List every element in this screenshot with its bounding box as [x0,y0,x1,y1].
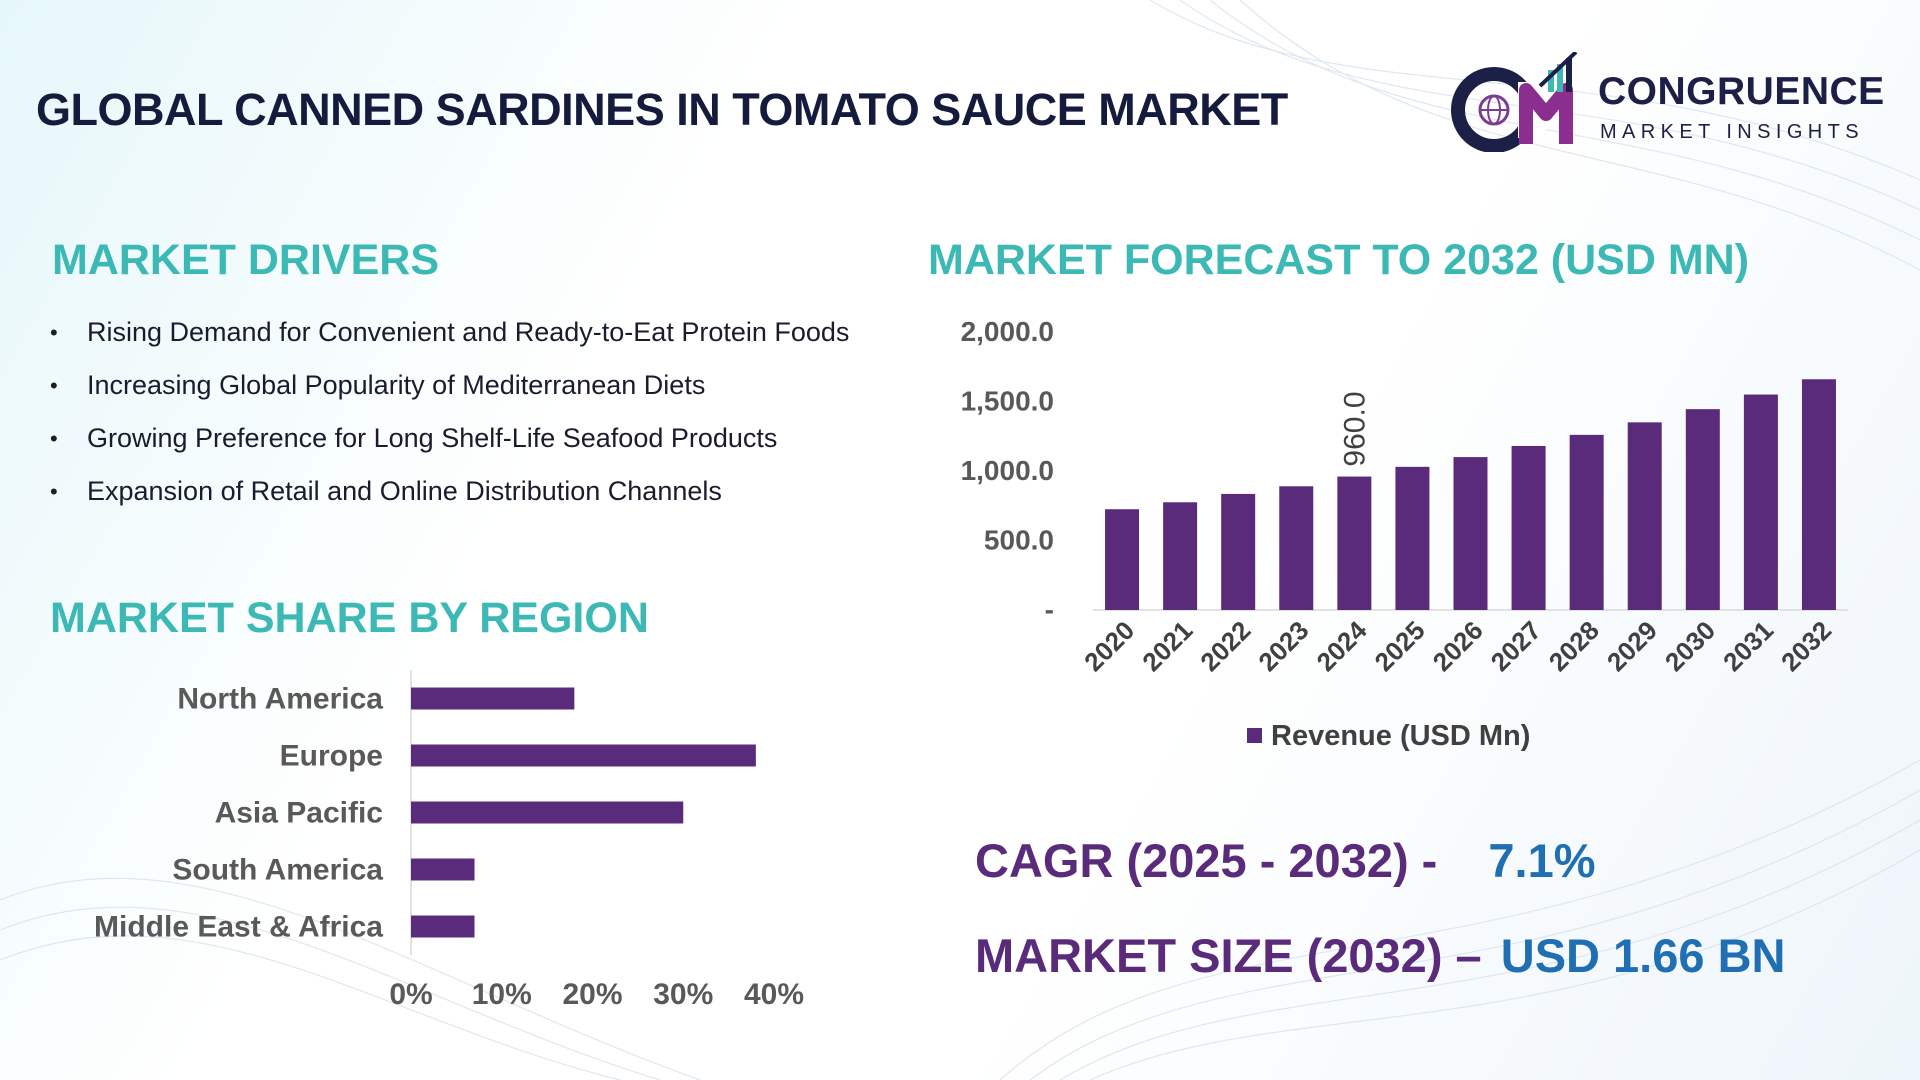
x-tick-label: 2021 [1136,615,1198,677]
market-size-kpi: MARKET SIZE (2032) – USD 1.66 BN [975,928,1785,983]
legend-label: Revenue (USD Mn) [1271,720,1530,752]
forecast-bar [1221,493,1256,610]
x-tick-label: 2025 [1369,615,1431,677]
forecast-bar [1395,466,1430,610]
x-tick-label: 0% [389,978,432,1011]
brand-logo [1451,52,1578,152]
y-tick-label: 2,000.0 [961,316,1054,347]
driver-item: Expansion of Retail and Online Distribut… [48,465,898,518]
forecast-bar [1453,457,1488,610]
region-bar [411,915,475,938]
x-tick-label: 2027 [1485,615,1547,677]
x-tick-label: 30% [653,978,713,1011]
data-label: 960.0 [1338,391,1371,466]
drivers-list: Rising Demand for Convenient and Ready-t… [48,306,898,518]
category-label: Middle East & Africa [94,911,383,944]
x-tick-label: 2031 [1717,615,1779,677]
forecast-bar [1511,445,1546,610]
category-label: Europe [280,740,383,773]
driver-item: Rising Demand for Convenient and Ready-t… [48,306,898,359]
forecast-bar [1801,379,1836,610]
cagr-label: CAGR (2025 - 2032) - [975,834,1438,887]
forecast-heading: MARKET FORECAST TO 2032 (USD MN) [928,236,1750,284]
drivers-heading: MARKET DRIVERS [52,236,440,284]
forecast-bar [1627,422,1662,610]
x-tick-label: 10% [472,978,532,1011]
region-bar [411,801,684,824]
forecast-bar [1279,486,1314,610]
x-tick-label: 2026 [1427,615,1489,677]
region-bar [411,858,475,881]
region-bar [411,744,756,767]
x-tick-label: 2030 [1659,615,1721,677]
forecast-bar [1685,409,1720,610]
category-label: South America [172,854,383,887]
x-tick-label: 20% [562,978,622,1011]
x-tick-label: 2029 [1601,615,1663,677]
forecast-bar [1743,394,1778,610]
legend-swatch [1247,728,1262,743]
y-tick-label: 1,000.0 [961,455,1054,486]
region-heading: MARKET SHARE BY REGION [50,594,649,642]
y-tick-label: - [1045,594,1054,625]
x-tick-label: 40% [744,978,804,1011]
category-label: North America [177,683,383,716]
market-size-value: USD 1.66 BN [1500,929,1786,982]
x-tick-label: 2022 [1194,615,1256,677]
region-bar [411,687,575,710]
cagr-value: 7.1% [1488,834,1596,887]
region-bar-chart: North America Europe Asia Pacific South Ame… [94,670,804,1011]
forecast-bar [1163,502,1198,610]
market-size-label: MARKET SIZE (2032) – [975,929,1482,982]
x-tick-label: 2028 [1543,615,1605,677]
category-label: Asia Pacific [215,797,383,830]
x-tick-label: 2023 [1252,615,1314,677]
driver-item: Increasing Global Popularity of Mediterr… [48,359,898,412]
forecast-bar [1105,509,1140,610]
brand-tagline: MARKET INSIGHTS [1600,121,1864,143]
cagr-kpi: CAGR (2025 - 2032) - 7.1% [975,833,1596,888]
x-tick-label: 2032 [1775,615,1837,677]
page-title: GLOBAL CANNED SARDINES IN TOMATO SAUCE M… [36,84,1288,135]
x-tick-label: 2020 [1078,615,1140,677]
growth-arrow-icon [1538,52,1578,88]
y-tick-label: 500.0 [984,525,1054,556]
y-tick-label: 1,500.0 [961,386,1054,417]
x-tick-label: 2024 [1310,615,1372,677]
forecast-bar [1337,476,1372,610]
forecast-bar [1569,434,1604,610]
driver-item: Growing Preference for Long Shelf-Life S… [48,412,898,465]
forecast-bar-chart: -500.01,000.01,500.02,000.02020202120222… [961,316,1848,752]
logo-m-shape [1519,83,1573,144]
brand-name: CONGRUENCE [1598,70,1885,113]
